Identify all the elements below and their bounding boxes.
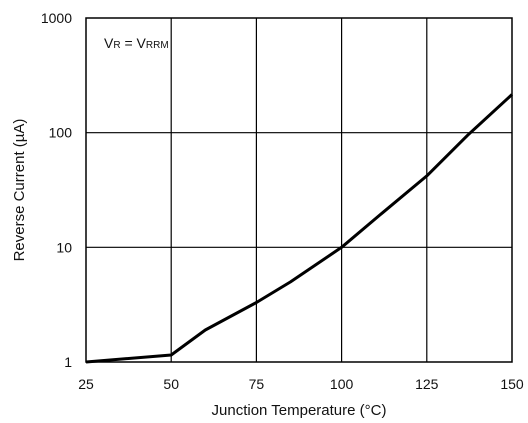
y-tick-labels: 1 10 100 1000 [41,10,72,370]
x-tick-label: 150 [500,376,524,392]
y-axis-title: Reverse Current (µA) [11,119,28,262]
x-tick-label: 75 [249,376,265,392]
annotation-sub-r: R [113,40,120,51]
plot-frame [85,17,513,363]
annotation-v: V [104,35,114,51]
condition-annotation: VR = VRRM [104,35,169,51]
y-tick-label: 100 [49,125,73,141]
y-tick-label: 1 [64,354,72,370]
gridlines [86,18,512,362]
x-tick-label: 25 [78,376,94,392]
annotation-equals-v: = V [121,35,147,51]
x-tick-labels: 25 50 75 100 125 150 [78,376,524,392]
x-tick-label: 100 [330,376,354,392]
x-tick-label: 125 [415,376,439,392]
series-group [85,93,514,364]
series-line [85,93,514,364]
x-tick-label: 50 [163,376,179,392]
y-tick-label: 10 [56,239,72,255]
x-axis-title: Junction Temperature (°C) [212,402,387,419]
y-tick-label: 1000 [41,10,72,26]
annotation-sub-rrm: RRM [146,40,169,51]
